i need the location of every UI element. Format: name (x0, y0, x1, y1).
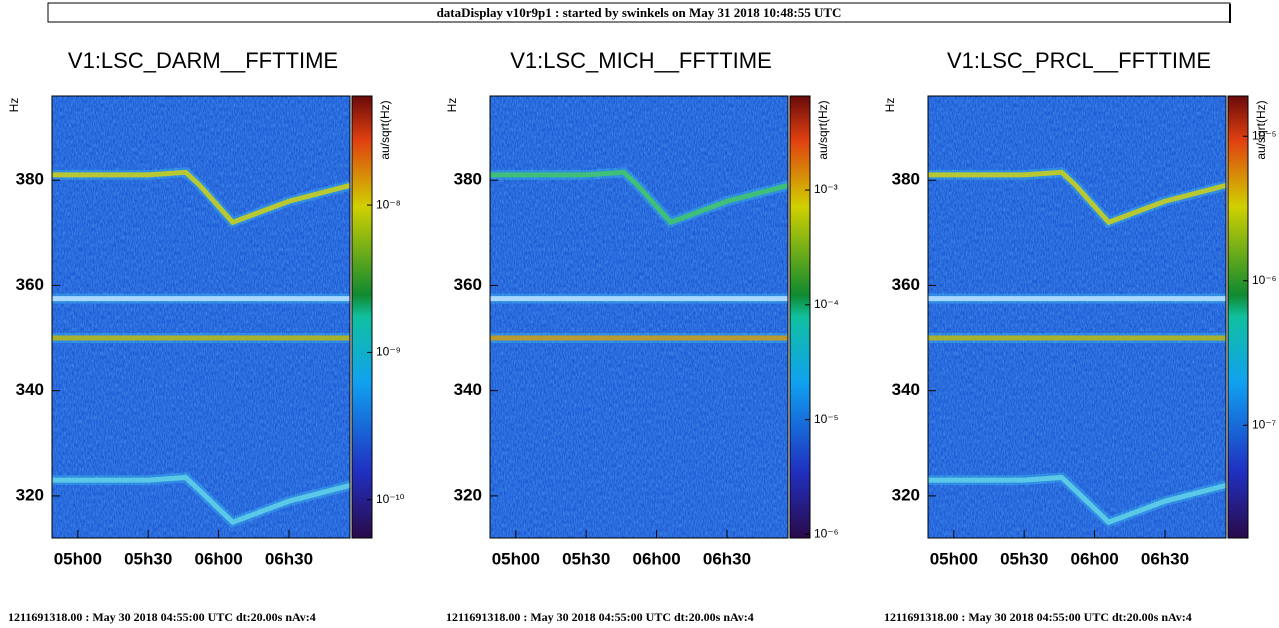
footer: 1211691318.00 : May 30 2018 04:55:00 UTC… (884, 610, 1192, 624)
spectral-line (490, 169, 789, 226)
y-axis-label: Hz (445, 98, 459, 113)
footer: 1211691318.00 : May 30 2018 04:55:00 UTC… (8, 610, 316, 624)
x-tick-label: 05h00 (930, 549, 978, 568)
plot-frame (927, 95, 1227, 539)
colorbar-tick-label: 10⁻⁸ (376, 197, 401, 211)
colorbar-tick-label: 10⁻⁶ (814, 527, 839, 541)
colorbar-tick-label: 10⁻⁵ (1252, 128, 1277, 142)
colorbar-tick-label: 10⁻¹⁰ (376, 492, 405, 506)
y-tick-label: 360 (16, 275, 44, 294)
y-tick-label: 320 (454, 485, 482, 504)
footer: 1211691318.00 : May 30 2018 04:55:00 UTC… (446, 610, 754, 624)
chart-title: V1:LSC_MICH__FFTTIME (510, 48, 772, 73)
x-tick-label: 05h30 (562, 549, 610, 568)
y-tick-label: 380 (892, 170, 920, 189)
plot-noise (52, 96, 350, 538)
colorbar-label: au/sqrt(Hz) (1254, 100, 1268, 159)
plot-frame (51, 95, 351, 539)
colorbar-tick-label: 10⁻⁵ (814, 412, 839, 426)
spectral-line (52, 474, 351, 526)
chart-title: V1:LSC_DARM__FFTTIME (68, 48, 338, 73)
spectral-line (928, 474, 1227, 526)
x-tick-label: 06h30 (265, 549, 313, 568)
spectral-line (52, 169, 351, 226)
x-tick-label: 06h30 (1141, 549, 1189, 568)
colorbar (1227, 95, 1249, 539)
x-tick-label: 05h00 (54, 549, 102, 568)
colorbar-tick-label: 10⁻⁶ (1252, 273, 1277, 287)
colorbar (789, 95, 811, 539)
x-tick-label: 05h30 (124, 549, 172, 568)
y-tick-label: 340 (16, 380, 44, 399)
colorbar-tick-label: 10⁻⁹ (376, 345, 401, 359)
y-tick-label: 340 (454, 380, 482, 399)
y-tick-label: 360 (892, 275, 920, 294)
plot-noise (490, 96, 788, 538)
x-tick-label: 06h00 (194, 549, 242, 568)
chart-title: V1:LSC_PRCL__FFTTIME (947, 48, 1211, 73)
y-tick-label: 320 (892, 485, 920, 504)
x-tick-label: 06h30 (703, 549, 751, 568)
plot-frame (489, 95, 789, 539)
y-axis-label: Hz (883, 98, 897, 113)
colorbar (351, 95, 373, 539)
y-axis-label: Hz (7, 98, 21, 113)
colorbar-tick-label: 10⁻⁷ (1252, 417, 1276, 431)
colorbar-tick-label: 10⁻⁴ (814, 297, 839, 311)
y-tick-label: 340 (892, 380, 920, 399)
y-tick-label: 360 (454, 275, 482, 294)
y-tick-label: 320 (16, 485, 44, 504)
colorbar-tick-label: 10⁻³ (814, 182, 838, 196)
x-tick-label: 06h00 (632, 549, 680, 568)
colorbar-label: au/sqrt(Hz) (816, 100, 830, 159)
colorbar-label: au/sqrt(Hz) (378, 100, 392, 159)
x-tick-label: 05h30 (1000, 549, 1048, 568)
y-tick-label: 380 (454, 170, 482, 189)
plot-noise (928, 96, 1226, 538)
header-title: dataDisplay v10r9p1 : started by swinkel… (437, 5, 842, 20)
spectral-line (928, 169, 1227, 226)
y-tick-label: 380 (16, 170, 44, 189)
x-tick-label: 06h00 (1070, 549, 1118, 568)
x-tick-label: 05h00 (492, 549, 540, 568)
